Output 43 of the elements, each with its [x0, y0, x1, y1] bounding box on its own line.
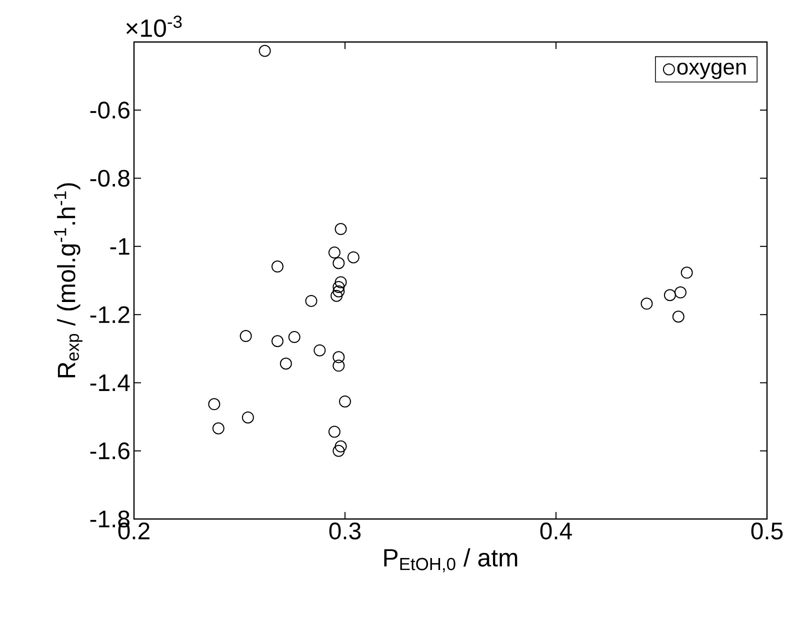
point — [334, 276, 347, 288]
point — [680, 266, 693, 279]
point — [280, 358, 292, 370]
y-tick-label: -1.4 — [90, 374, 130, 391]
point — [339, 395, 352, 408]
point — [240, 330, 252, 342]
point — [271, 260, 284, 273]
point — [328, 426, 340, 438]
y-tick-label: -0.6 — [90, 102, 130, 119]
point — [212, 422, 224, 434]
x-tick-label: 0.4 — [540, 522, 572, 540]
y-axis-title: R$_{exp}$ / (mol.g$^{-1}$.h$^{-1}$) — [54, 183, 82, 378]
point — [332, 351, 345, 364]
point — [330, 290, 343, 302]
point — [332, 257, 345, 270]
point — [288, 331, 300, 344]
legend-label: oxygen — [677, 62, 746, 80]
point — [314, 344, 326, 356]
point — [271, 335, 284, 348]
point — [347, 251, 360, 264]
point — [640, 298, 653, 310]
point — [334, 440, 347, 452]
text: ×10$^{-3}$ — [126, 16, 182, 38]
point — [332, 444, 345, 457]
y-tick-label: -1.2 — [90, 306, 130, 323]
point — [664, 289, 676, 302]
point — [334, 223, 347, 236]
point — [674, 286, 686, 298]
point — [332, 285, 345, 298]
x-tick-label: 0.3 — [329, 522, 361, 540]
point — [328, 246, 340, 259]
point — [332, 360, 345, 372]
point — [332, 280, 345, 293]
x-tick-label: 0.5 — [751, 522, 783, 540]
point — [305, 294, 318, 307]
point — [208, 398, 220, 410]
point — [672, 310, 684, 323]
y-tick-label: -1 — [110, 238, 130, 255]
x-axis-title: P$_{EtOH,0}$ / atm — [384, 548, 518, 572]
y-tick-label: -1.6 — [90, 442, 130, 460]
y-tick-label: -0.8 — [90, 170, 130, 187]
point — [242, 411, 254, 424]
point — [258, 44, 271, 57]
